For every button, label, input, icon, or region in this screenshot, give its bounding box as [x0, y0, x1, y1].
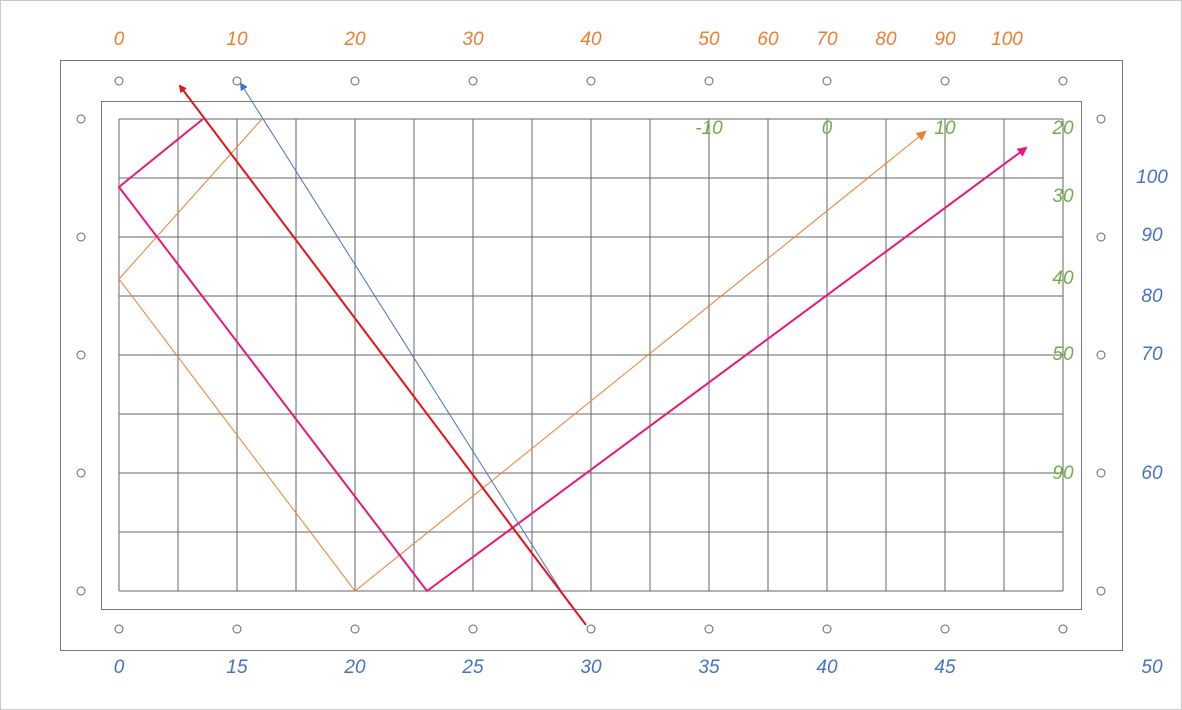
top-label: 70 — [816, 29, 838, 50]
blue-arrow — [239, 82, 571, 606]
dot — [76, 114, 86, 124]
top-label: 50 — [698, 29, 720, 50]
dot — [114, 76, 124, 86]
green-label: 10 — [934, 118, 956, 139]
dot — [1096, 350, 1106, 360]
dot — [76, 468, 86, 478]
dot — [586, 624, 596, 634]
dot — [1058, 76, 1068, 86]
right-label: 90 — [1141, 225, 1163, 246]
dot — [468, 76, 478, 86]
dot — [350, 624, 360, 634]
dot — [232, 624, 242, 634]
bottom-label: 45 — [934, 657, 956, 678]
green-label: 30 — [1052, 186, 1074, 207]
right-label: 100 — [1136, 167, 1168, 188]
dot — [704, 76, 714, 86]
green-label: 90 — [1052, 463, 1074, 484]
inner-frame — [101, 101, 1082, 610]
green-label: -10 — [695, 118, 723, 139]
green-label: 0 — [822, 118, 833, 139]
dot — [76, 586, 86, 596]
dot — [232, 76, 242, 86]
top-label: 30 — [462, 29, 484, 50]
dot — [704, 624, 714, 634]
dot — [1096, 232, 1106, 242]
bottom-label: 30 — [580, 657, 602, 678]
grid — [118, 118, 1064, 592]
top-label: 60 — [757, 29, 779, 50]
green-label: 20 — [1051, 118, 1074, 139]
top-label: 10 — [226, 29, 248, 50]
dot — [940, 76, 950, 86]
red-arrow — [178, 84, 587, 626]
bottom-label: 35 — [698, 657, 720, 678]
bottom-label: 0 — [114, 657, 125, 678]
top-label: 20 — [343, 29, 366, 50]
right-label: 60 — [1141, 463, 1163, 484]
dot — [1096, 468, 1106, 478]
bottom-label: 50 — [1141, 657, 1163, 678]
dot — [822, 624, 832, 634]
top-label: 100 — [991, 29, 1023, 50]
bottom-label: 40 — [816, 657, 838, 678]
green-label: 50 — [1052, 344, 1074, 365]
top-label: 40 — [580, 29, 602, 50]
dot — [822, 76, 832, 86]
dot — [468, 624, 478, 634]
bottom-label: 20 — [343, 657, 366, 678]
bottom-label: 25 — [461, 657, 484, 678]
bottom-label: 15 — [226, 657, 248, 678]
green-label: 40 — [1052, 268, 1074, 289]
orange-path — [118, 118, 927, 592]
right-label: 70 — [1141, 344, 1163, 365]
top-label: 80 — [875, 29, 897, 50]
dot — [586, 76, 596, 86]
dot — [114, 624, 124, 634]
top-label: 0 — [114, 29, 125, 50]
outer-frame — [60, 60, 1123, 651]
dot — [1096, 586, 1106, 596]
magenta-path — [117, 118, 1028, 593]
dot — [76, 232, 86, 242]
dot — [1096, 114, 1106, 124]
dot — [76, 350, 86, 360]
dot — [350, 76, 360, 86]
dot — [1058, 624, 1068, 634]
dots — [76, 76, 1106, 634]
top-label: 90 — [934, 29, 956, 50]
right-label: 80 — [1141, 286, 1163, 307]
dot — [940, 624, 950, 634]
